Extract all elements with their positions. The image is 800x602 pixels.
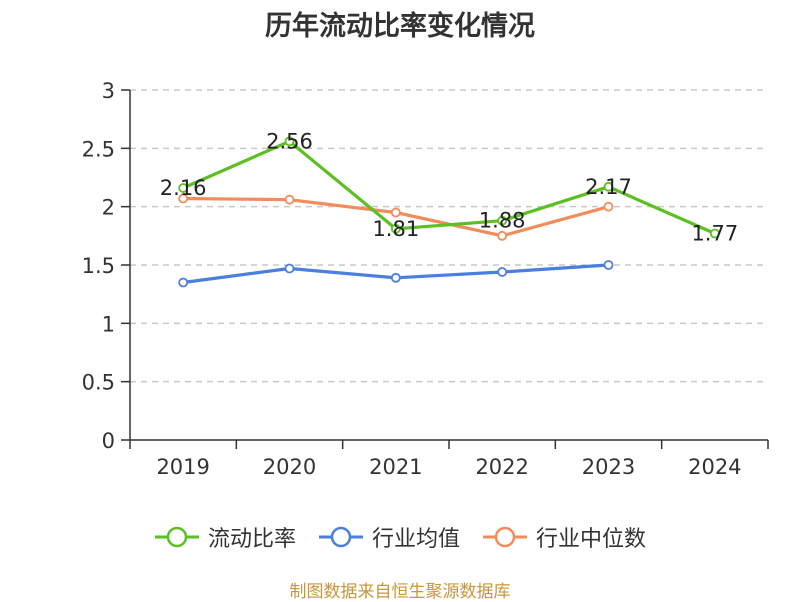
legend-label: 流动比率 <box>207 527 296 552</box>
y-tick-label: 0.5 <box>82 371 115 395</box>
data-label: 1.77 <box>691 222 738 246</box>
x-tick-label: 2019 <box>156 455 209 479</box>
y-tick-label: 0 <box>102 429 115 453</box>
data-label: 1.81 <box>372 217 419 241</box>
legend-marker-icon <box>154 526 199 548</box>
x-tick-label: 2024 <box>688 455 741 479</box>
data-label: 2.17 <box>585 175 632 199</box>
data-labels: 2.16 2.56 1.81 1.88 2.17 1.77 <box>160 129 738 245</box>
axes: 0 0.5 1 1.5 2 2.5 3 2019 2020 2021 2022 2023 2024 <box>82 79 769 479</box>
data-point <box>284 263 295 274</box>
data-point <box>390 223 401 234</box>
legend-circle <box>494 526 516 548</box>
legend-circle <box>330 526 352 548</box>
legend-marker-icon <box>483 526 527 548</box>
data-point <box>497 267 508 277</box>
legend-item[interactable]: 行业中位数 <box>482 521 646 553</box>
data-label: 2.56 <box>266 129 313 153</box>
legend-item[interactable]: 行业均值 <box>318 521 460 553</box>
data-point <box>178 193 189 204</box>
data-point <box>603 260 614 270</box>
data-label: 2.16 <box>160 176 207 200</box>
legend-label: 行业中位数 <box>536 527 647 552</box>
grid-lines <box>130 89 768 383</box>
legend-circle <box>166 526 188 548</box>
data-point <box>603 201 614 212</box>
chart-title: 历年流动比率变化情况 <box>265 11 535 42</box>
x-tick-label: 2023 <box>582 455 635 479</box>
data-point <box>497 230 508 241</box>
data-point <box>284 136 295 147</box>
legend-marker-icon <box>318 526 363 548</box>
data-point <box>390 207 401 218</box>
y-tick-label: 1.5 <box>82 254 115 278</box>
x-tick-label: 2021 <box>369 455 422 479</box>
y-tick-label: 2.5 <box>82 137 115 161</box>
data-source-note: 制图数据来自恒生聚源数据库 <box>289 582 511 602</box>
x-tick-label: 2022 <box>475 455 528 479</box>
legend-item[interactable]: 流动比率 <box>154 521 296 553</box>
data-point <box>284 194 295 205</box>
data-point <box>497 215 508 226</box>
data-point <box>178 277 189 288</box>
series-line <box>182 139 716 235</box>
legend-label: 行业均值 <box>371 527 460 552</box>
data-label: 1.88 <box>479 209 526 233</box>
data-point <box>603 181 614 192</box>
y-tick-label: 1 <box>102 312 115 336</box>
legend: 流动比率 行业均值 行业中位数 <box>0 519 800 555</box>
data-point <box>178 183 189 193</box>
data-point <box>390 272 401 283</box>
x-tick-label: 2020 <box>263 455 316 479</box>
y-tick-label: 2 <box>102 196 115 220</box>
y-tick-label: 3 <box>102 79 115 103</box>
data-point <box>709 228 720 239</box>
series-lines <box>178 136 720 288</box>
